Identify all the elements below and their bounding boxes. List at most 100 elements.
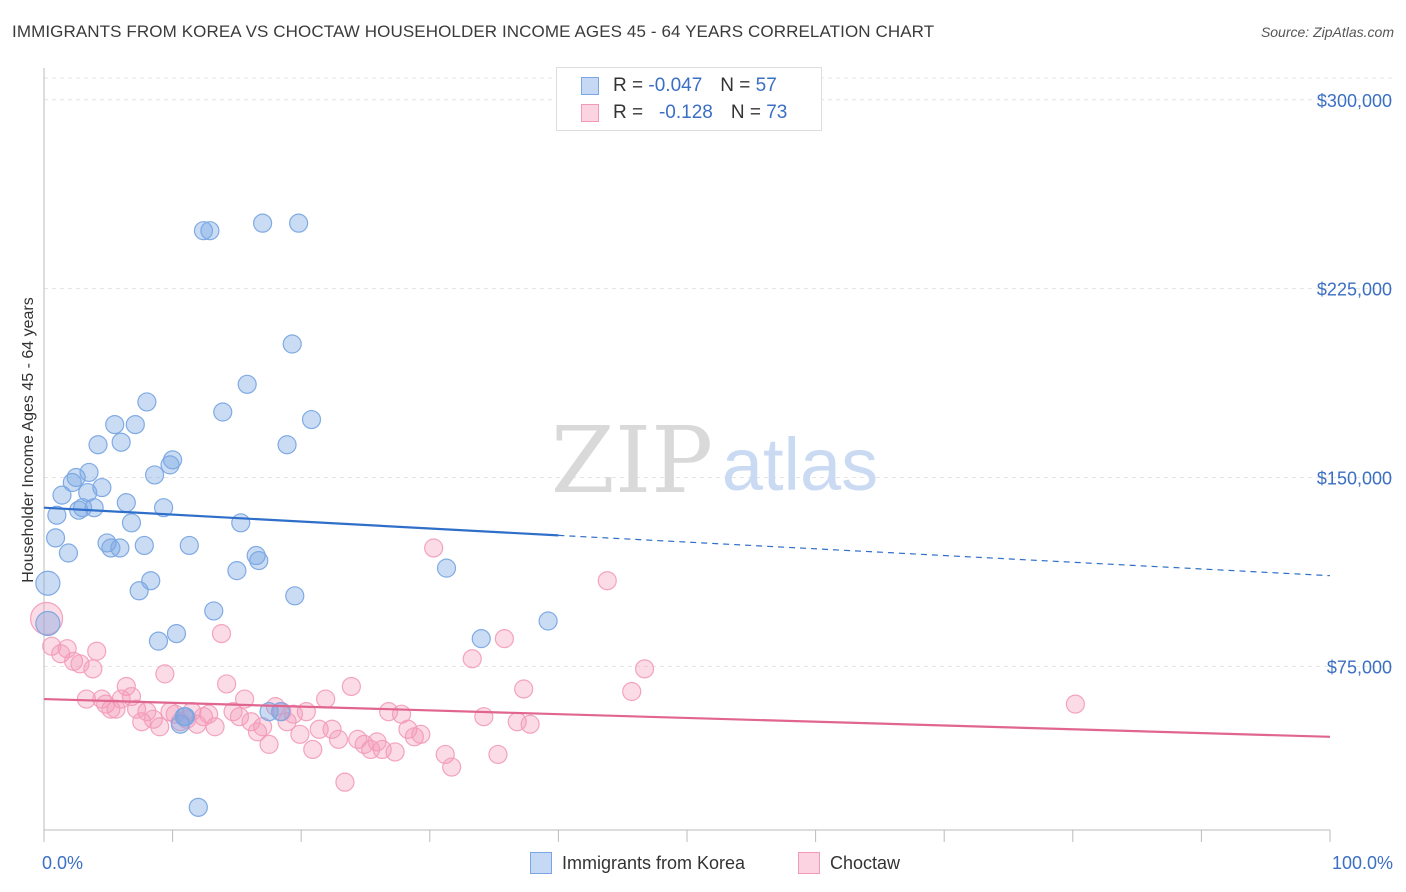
choctaw-point bbox=[303, 739, 323, 760]
n-value-korea: 57 bbox=[755, 75, 777, 96]
choctaw-point bbox=[494, 629, 514, 649]
choctaw-point bbox=[385, 742, 405, 762]
choctaw-point bbox=[259, 734, 279, 754]
y-tick-label: $75,000 bbox=[1327, 657, 1392, 677]
n-label: N = bbox=[730, 102, 761, 123]
korea-point bbox=[92, 477, 112, 498]
legend-korea-label: Immigrants from Korea bbox=[562, 852, 746, 873]
choctaw-point bbox=[316, 689, 336, 709]
r-label: R = bbox=[613, 75, 644, 96]
korea-point bbox=[66, 467, 86, 488]
choctaw-point bbox=[150, 717, 170, 737]
korea-point bbox=[436, 558, 457, 578]
trend-lines bbox=[43, 506, 1331, 738]
choctaw-point bbox=[634, 659, 655, 679]
choctaw-point bbox=[211, 623, 232, 644]
choctaw-point bbox=[488, 744, 508, 765]
choctaw-point bbox=[132, 712, 152, 732]
korea-point bbox=[249, 550, 269, 571]
choctaw-point bbox=[335, 772, 355, 792]
choctaw-point bbox=[597, 571, 617, 591]
korea-point bbox=[79, 462, 99, 483]
n-label: N = bbox=[720, 75, 751, 96]
y-tick-label: $150,000 bbox=[1317, 468, 1392, 488]
choctaw-point bbox=[241, 712, 261, 732]
legend-choctaw-swatch bbox=[798, 852, 820, 874]
korea-point bbox=[52, 485, 72, 505]
korea-point bbox=[105, 414, 125, 435]
korea-points bbox=[35, 213, 558, 817]
korea-trend-line bbox=[43, 506, 559, 537]
choctaw-point bbox=[296, 702, 316, 722]
choctaw-point bbox=[328, 729, 349, 749]
choctaw-points bbox=[29, 538, 1085, 792]
legend-choctaw-label: Choctaw bbox=[830, 852, 901, 873]
korea-point bbox=[84, 498, 104, 518]
korea-point bbox=[134, 535, 154, 556]
r-value-korea: -0.047 bbox=[648, 75, 703, 96]
korea-point bbox=[175, 707, 196, 727]
watermark-zip: ZIP bbox=[551, 407, 713, 514]
choctaw-point bbox=[435, 744, 455, 765]
choctaw-point bbox=[462, 649, 482, 669]
choctaw-point bbox=[199, 704, 219, 724]
choctaw-point bbox=[29, 601, 64, 636]
legend-item-choctaw: Choctaw bbox=[798, 852, 900, 874]
choctaw-point bbox=[290, 724, 310, 744]
stats-row-korea: R = -0.047 N = 57 bbox=[581, 74, 777, 98]
legend-item-korea: Immigrants from Korea bbox=[530, 852, 745, 874]
korea-point bbox=[227, 561, 247, 581]
y-tick-label: $300,000 bbox=[1317, 91, 1392, 111]
korea-point bbox=[45, 528, 66, 548]
korea-point bbox=[246, 545, 266, 566]
choctaw-point bbox=[474, 707, 494, 727]
korea-point bbox=[137, 392, 157, 412]
legend-korea-swatch bbox=[530, 852, 552, 874]
korea-point bbox=[116, 493, 136, 513]
watermark-atlas: atlas bbox=[722, 423, 878, 506]
r-value-choctaw: -0.128 bbox=[658, 102, 713, 123]
korea-point bbox=[213, 402, 233, 422]
watermark: ZIP atlas bbox=[551, 407, 878, 514]
choctaw-point bbox=[361, 739, 381, 760]
choctaw-point bbox=[155, 664, 175, 684]
choctaw-point bbox=[217, 674, 237, 694]
stats-legend: R = -0.047 N = 57 R = -0.128 N = 73 bbox=[556, 67, 822, 131]
choctaw-point bbox=[87, 641, 107, 661]
x-tick-label-min: 0.0% bbox=[42, 853, 83, 873]
korea-point bbox=[72, 498, 93, 518]
korea-point bbox=[111, 432, 131, 452]
y-tick-label: $225,000 bbox=[1317, 280, 1392, 300]
korea-point bbox=[163, 450, 183, 470]
choctaw-point bbox=[424, 538, 444, 558]
korea-point bbox=[166, 623, 187, 644]
choctaw-point bbox=[229, 707, 250, 727]
choctaw-point bbox=[235, 689, 255, 709]
korea-point bbox=[121, 513, 142, 533]
choctaw-point bbox=[520, 714, 540, 734]
korea-point bbox=[153, 498, 174, 518]
stats-row-choctaw: R = -0.128 N = 73 bbox=[581, 101, 787, 125]
chart-title: IMMIGRANTS FROM KOREA VS CHOCTAW HOUSEHO… bbox=[12, 22, 935, 41]
korea-point bbox=[188, 797, 208, 817]
korea-trend-extension bbox=[558, 534, 1331, 577]
korea-point bbox=[179, 535, 199, 556]
choctaw-point bbox=[143, 709, 163, 729]
choctaw-trend-line bbox=[43, 697, 1331, 738]
source-label: Source: ZipAtlas.com bbox=[1260, 24, 1394, 40]
choctaw-point bbox=[442, 757, 462, 777]
axes bbox=[43, 68, 1331, 842]
korea-point bbox=[538, 611, 558, 631]
korea-point bbox=[301, 409, 322, 430]
choctaw-point bbox=[622, 681, 642, 702]
choctaw-point bbox=[116, 676, 136, 697]
korea-point bbox=[193, 221, 214, 241]
korea-point bbox=[144, 465, 165, 485]
korea-point bbox=[200, 221, 220, 241]
choctaw-point bbox=[348, 729, 368, 749]
choctaw-point bbox=[70, 654, 90, 674]
r-label: R = bbox=[613, 102, 644, 123]
choctaw-point bbox=[205, 717, 225, 737]
choctaw-point bbox=[322, 719, 342, 739]
korea-point bbox=[253, 213, 273, 233]
